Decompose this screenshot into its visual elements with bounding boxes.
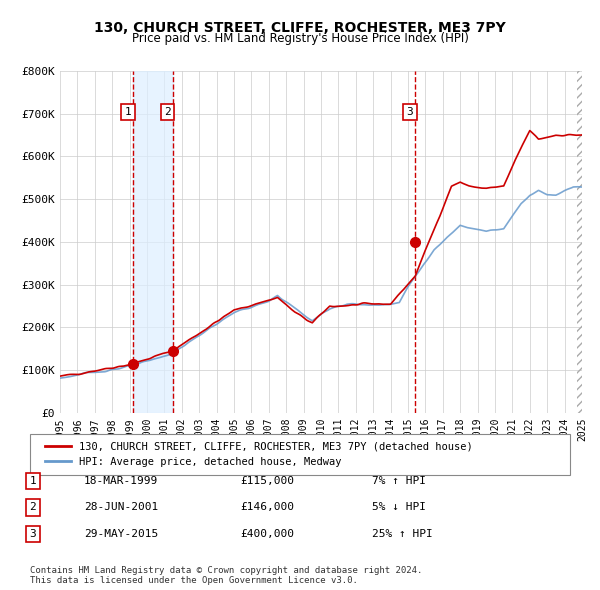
Text: £400,000: £400,000 [240, 529, 294, 539]
Text: £115,000: £115,000 [240, 476, 294, 486]
Bar [133, 71, 173, 413]
Text: £146,000: £146,000 [240, 503, 294, 512]
Text: 1: 1 [29, 476, 37, 486]
Text: Price paid vs. HM Land Registry's House Price Index (HPI): Price paid vs. HM Land Registry's House … [131, 32, 469, 45]
Text: 2: 2 [29, 503, 37, 512]
FancyBboxPatch shape [30, 434, 570, 475]
Text: 3: 3 [407, 107, 413, 117]
Text: 130, CHURCH STREET, CLIFFE, ROCHESTER, ME3 7PY: 130, CHURCH STREET, CLIFFE, ROCHESTER, M… [94, 21, 506, 35]
Text: 5% ↓ HPI: 5% ↓ HPI [372, 503, 426, 512]
Text: Contains HM Land Registry data © Crown copyright and database right 2024.
This d: Contains HM Land Registry data © Crown c… [30, 566, 422, 585]
Legend: 130, CHURCH STREET, CLIFFE, ROCHESTER, ME3 7PY (detached house), HPI: Average pr: 130, CHURCH STREET, CLIFFE, ROCHESTER, M… [41, 438, 477, 471]
Bar [577, 71, 582, 413]
Text: 2: 2 [164, 107, 171, 117]
Text: 1: 1 [125, 107, 131, 117]
Text: 28-JUN-2001: 28-JUN-2001 [84, 503, 158, 512]
Text: 7% ↑ HPI: 7% ↑ HPI [372, 476, 426, 486]
Text: 18-MAR-1999: 18-MAR-1999 [84, 476, 158, 486]
Text: 29-MAY-2015: 29-MAY-2015 [84, 529, 158, 539]
Text: 25% ↑ HPI: 25% ↑ HPI [372, 529, 433, 539]
Text: 3: 3 [29, 529, 37, 539]
